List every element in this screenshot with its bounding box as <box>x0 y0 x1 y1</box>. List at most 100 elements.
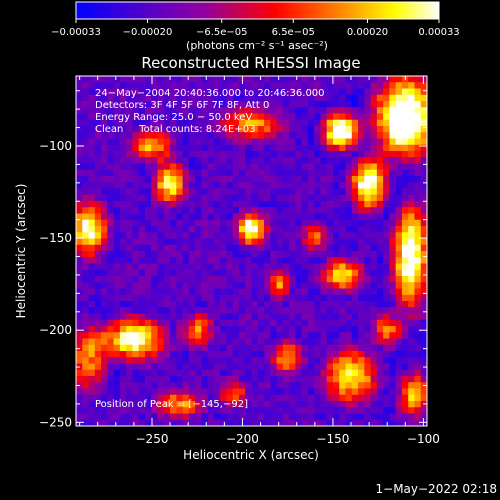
heatmap-cell <box>213 351 221 358</box>
heatmap-cell <box>358 244 365 252</box>
heatmap-cell <box>220 263 228 271</box>
heatmap-cell <box>182 213 190 221</box>
heatmap-cell <box>276 107 284 115</box>
heatmap-cell <box>389 201 397 208</box>
heatmap-cell <box>376 369 384 377</box>
heatmap-cell <box>320 82 328 90</box>
heatmap-cell <box>257 132 265 140</box>
heatmap-cell <box>119 388 127 396</box>
heatmap-cell <box>195 151 202 158</box>
heatmap-cell <box>113 151 121 158</box>
heatmap-cell <box>307 126 315 133</box>
heatmap-cell <box>170 213 177 221</box>
heatmap-cell <box>389 132 397 140</box>
heatmap-cell <box>339 119 347 127</box>
heatmap-cell <box>182 169 190 177</box>
heatmap-cell <box>182 419 190 426</box>
heatmap-cell <box>408 313 416 321</box>
heatmap-cell <box>270 138 278 146</box>
heatmap-cell <box>364 407 372 415</box>
heatmap-cell <box>132 188 140 196</box>
heatmap-cell <box>170 219 177 227</box>
heatmap-cell <box>401 169 409 177</box>
heatmap-cell <box>414 169 422 177</box>
heatmap-cell <box>201 238 209 246</box>
heatmap-cell <box>395 419 403 426</box>
heatmap-cell <box>326 238 334 246</box>
heatmap-cell <box>383 407 390 415</box>
heatmap-cell <box>138 194 146 202</box>
heatmap-cell <box>207 326 215 333</box>
heatmap-cell <box>376 201 384 208</box>
heatmap-cell <box>157 107 165 115</box>
heatmap-cell <box>307 82 315 90</box>
heatmap-cell <box>364 201 372 208</box>
heatmap-cell <box>345 344 353 352</box>
heatmap-cell <box>138 207 146 215</box>
heatmap-cell <box>376 244 384 252</box>
heatmap-cell <box>126 144 134 152</box>
heatmap-cell <box>226 244 234 252</box>
heatmap-cell <box>251 419 259 426</box>
heatmap-cell <box>107 251 115 258</box>
heatmap-cell <box>163 201 171 208</box>
heatmap-cell <box>201 194 209 202</box>
heatmap-cell <box>220 407 228 415</box>
heatmap-cell <box>157 182 165 190</box>
heatmap-cell <box>364 357 372 365</box>
heatmap-cell <box>226 182 234 190</box>
heatmap-cell <box>132 369 140 377</box>
heatmap-cell <box>195 282 202 290</box>
heatmap-cell <box>101 82 108 90</box>
heatmap-cell <box>376 413 384 421</box>
heatmap-cell <box>113 238 121 246</box>
heatmap-cell <box>276 326 284 333</box>
heatmap-cell <box>232 294 240 302</box>
heatmap-cell <box>182 319 190 327</box>
heatmap-cell <box>88 113 96 121</box>
heatmap-cell <box>370 282 378 290</box>
heatmap-cell <box>226 338 234 346</box>
heatmap-cell <box>345 413 353 421</box>
heatmap-cell <box>188 388 196 396</box>
heatmap-cell <box>251 163 259 171</box>
heatmap-cell <box>414 201 422 208</box>
heatmap-cell <box>213 151 221 158</box>
heatmap-cell <box>270 107 278 115</box>
heatmap-cell <box>220 119 228 127</box>
heatmap-cell <box>138 157 146 165</box>
heatmap-cell <box>226 301 234 308</box>
heatmap-cell <box>151 307 159 315</box>
heatmap-cell <box>326 126 334 133</box>
heatmap-cell <box>82 332 90 340</box>
heatmap-cell <box>195 213 202 221</box>
heatmap-cell <box>264 219 271 227</box>
heatmap-cell <box>144 276 152 283</box>
heatmap-cell <box>314 226 322 233</box>
heatmap-cell <box>307 76 315 83</box>
heatmap-cell <box>151 163 159 171</box>
heatmap-cell <box>339 301 347 308</box>
heatmap-cell <box>351 207 359 215</box>
heatmap-cell <box>151 394 159 402</box>
heatmap-cell <box>295 157 303 165</box>
heatmap-cell <box>188 207 196 215</box>
heatmap-cell <box>182 144 190 152</box>
heatmap-cell <box>113 88 121 96</box>
heatmap-cell <box>408 169 416 177</box>
heatmap-cell <box>232 138 240 146</box>
heatmap-cell <box>332 388 340 396</box>
heatmap-cell <box>370 144 378 152</box>
heatmap-cell <box>251 119 259 127</box>
heatmap-cell <box>207 107 215 115</box>
heatmap-cell <box>94 344 102 352</box>
heatmap-cell <box>238 357 246 365</box>
heatmap-cell <box>339 294 347 302</box>
heatmap-cell <box>232 207 240 215</box>
heatmap-cell <box>345 182 353 190</box>
heatmap-cell <box>295 351 303 358</box>
heatmap-cell <box>270 201 278 208</box>
heatmap-cell <box>163 113 171 121</box>
heatmap-cell <box>82 126 90 133</box>
heatmap-cell <box>245 344 253 352</box>
